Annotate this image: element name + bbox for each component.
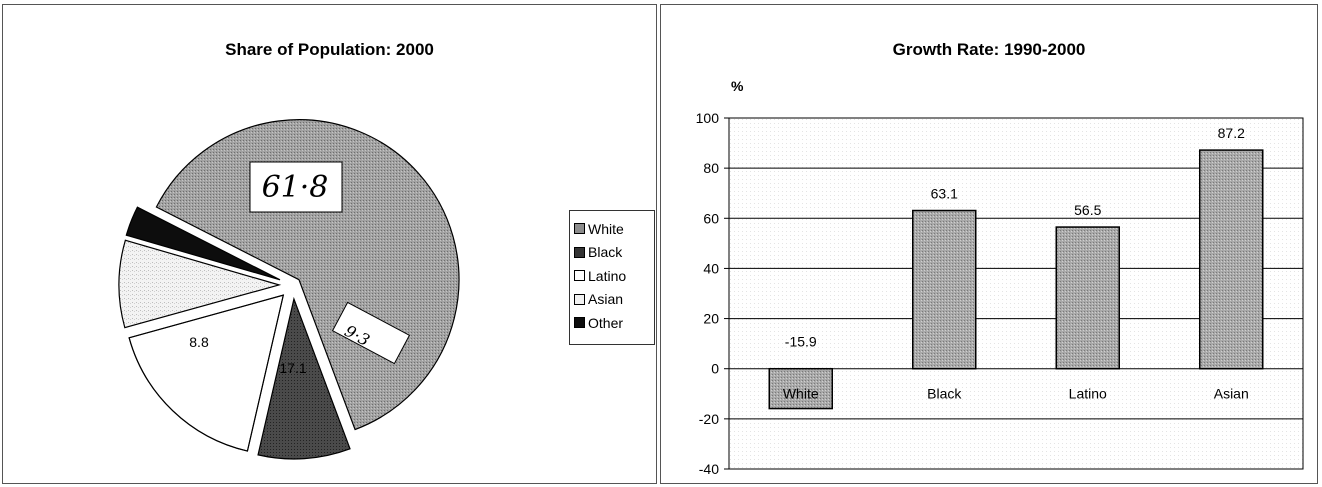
- pie-slice-asian: [118, 239, 282, 329]
- legend-swatch-black: [574, 246, 585, 258]
- x-category-label-white: White: [783, 386, 819, 402]
- legend-item-other: Other: [574, 311, 654, 335]
- y-axis-unit-label: %: [731, 78, 744, 94]
- x-category-label-latino: Latino: [1069, 386, 1107, 402]
- bar-value-label-black: 63.1: [931, 186, 958, 202]
- legend-swatch-other: [574, 317, 585, 329]
- legend-label-white: White: [588, 220, 624, 237]
- pie-slice-other: [125, 206, 281, 281]
- pie-label-box-black: [331, 301, 411, 365]
- bar-asian: [1199, 149, 1264, 370]
- y-tick-label: 100: [696, 110, 720, 126]
- bar-chart-panel: Growth Rate: 1990-2000 % -40 -20 0 20 40 60 80…: [660, 4, 1318, 484]
- pie-legend: White Black Latino Asian Other: [569, 210, 655, 345]
- bar-white: [768, 367, 833, 410]
- bar-value-label-asian: 87.2: [1218, 125, 1245, 141]
- legend-label-asian: Asian: [588, 291, 624, 308]
- pie-slice-black: [257, 296, 351, 460]
- pie-value-label-white: 61·8: [262, 170, 329, 205]
- bar-value-label-white: -15.9: [785, 334, 817, 350]
- y-tick-label: 0: [711, 361, 719, 377]
- bar-black: [912, 209, 977, 370]
- legend-swatch-white: [574, 223, 585, 235]
- pie-chart-title: Share of Population: 2000: [225, 40, 434, 59]
- legend-label-black: Black: [588, 244, 623, 261]
- pie-chart-panel: Share of Population: 2000: [2, 4, 657, 484]
- y-tick-label: 60: [703, 210, 719, 226]
- pie-slice-latino-outline: [128, 294, 284, 452]
- legend-item-black: Black: [574, 241, 654, 265]
- bar-latino: [1055, 226, 1120, 370]
- pie-chart-svg: 61·89·317.18.8: [118, 119, 460, 460]
- y-tick-label: 40: [703, 260, 719, 276]
- legend-item-latino: Latino: [574, 264, 654, 288]
- pie-label-box-white: [249, 161, 343, 213]
- pie-value-label-asian: 8.8: [189, 334, 209, 350]
- legend-swatch-latino: [574, 270, 585, 282]
- y-tick-label: -20: [699, 411, 719, 427]
- legend-label-other: Other: [588, 314, 624, 331]
- legend-swatch-asian: [574, 293, 585, 305]
- y-tick-label: 20: [703, 311, 719, 327]
- bar-chart-title: Growth Rate: 1990-2000: [892, 40, 1086, 59]
- pie-value-label-latino: 17.1: [279, 360, 306, 376]
- x-category-label-asian: Asian: [1214, 386, 1249, 402]
- legend-label-latino: Latino: [588, 267, 627, 284]
- y-tick-label: -40: [699, 461, 719, 477]
- legend-item-asian: Asian: [574, 288, 654, 312]
- x-category-label-black: Black: [927, 386, 962, 402]
- bar-value-label-latino: 56.5: [1074, 202, 1101, 218]
- y-tick-label: 80: [703, 160, 719, 176]
- legend-item-white: White: [574, 217, 654, 241]
- bar-chart-svg: % -40 -20 0 20 40 60 80 100 White -15.9 Black 63.1…: [696, 78, 1304, 477]
